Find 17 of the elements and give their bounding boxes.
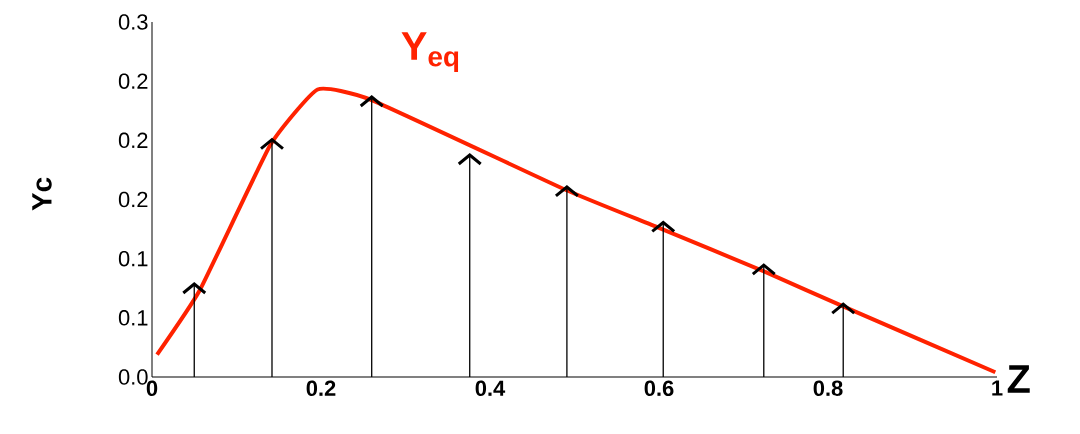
series-label: Y$_{eq}$ (401, 32, 459, 72)
y-tick-label: 0.1 (118, 310, 148, 326)
y-tick-label: 0.3 (118, 14, 148, 30)
x-tick-label: 0 (146, 380, 158, 397)
line-series (155, 86, 998, 375)
x-tick-label: 0.2 (306, 380, 336, 397)
y-tick-label: 0.2 (118, 132, 148, 149)
x-tick-label: 0.4 (475, 380, 506, 397)
y-tick-label: 0.0 (118, 369, 148, 385)
x-axis-title: Z (1007, 365, 1030, 393)
y-tick-label: 0.2 (118, 191, 148, 208)
x-tick-label: 1 (992, 380, 1003, 396)
x-tick-label: 0.6 (644, 380, 674, 397)
y-tick-label: 0.1 (118, 250, 148, 267)
y-tick-label: 0.2 (118, 73, 148, 89)
x-tick-label: 0.8 (813, 380, 843, 397)
y-axis-title: Yc (32, 177, 52, 211)
